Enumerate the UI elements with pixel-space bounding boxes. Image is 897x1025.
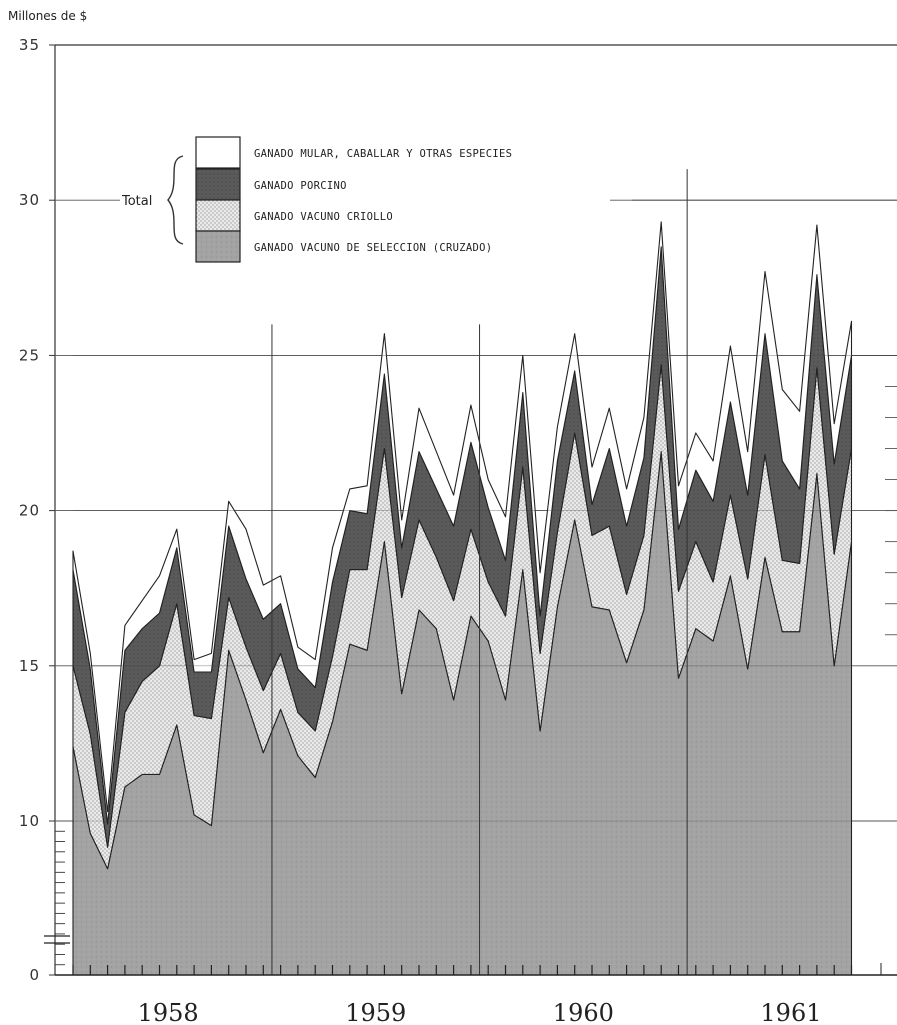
legend: Total GANADO MULAR, CABALLAR Y OTRAS ESP… <box>120 130 610 270</box>
x-tick-marks <box>55 963 897 976</box>
y-axis: 0 10 15 20 25 30 35 <box>19 36 70 984</box>
legend-swatch-3 <box>195 230 241 263</box>
legend-label-1: GANADO PORCINO <box>254 180 347 192</box>
y-tick-label-5: 30 <box>19 191 40 209</box>
legend-label-3: GANADO VACUNO DE SELECCION (CRUZADO) <box>254 242 492 254</box>
y-tick-label-0: 0 <box>29 966 40 984</box>
y-tick-label-2: 15 <box>19 657 40 675</box>
y-axis-title: Millones de $ <box>8 9 87 23</box>
legend-group-label: Total <box>121 194 152 209</box>
y-tick-label-1: 10 <box>19 812 40 830</box>
y-tick-label-3: 20 <box>19 502 40 520</box>
legend-label-2: GANADO VACUNO CRIOLLO <box>254 211 393 223</box>
year-label-2: 1960 <box>553 999 614 1025</box>
legend-brace <box>167 155 184 245</box>
stacked-areas <box>72 221 853 976</box>
legend-label-0: GANADO MULAR, CABALLAR Y OTRAS ESPECIES <box>254 148 512 160</box>
year-label-1: 1959 <box>345 999 406 1025</box>
year-label-0: 1958 <box>138 999 199 1025</box>
gridlines-overlay <box>73 169 897 975</box>
legend-swatch-1 <box>195 168 241 201</box>
legend-swatch-0 <box>195 136 241 169</box>
x-axis-year-labels: 1958 1959 1960 1961 <box>138 999 822 1025</box>
y-tick-label-6: 35 <box>19 36 40 54</box>
legend-swatch-2 <box>195 199 241 232</box>
year-label-3: 1961 <box>760 999 821 1025</box>
y-tick-label-4: 25 <box>19 346 40 364</box>
